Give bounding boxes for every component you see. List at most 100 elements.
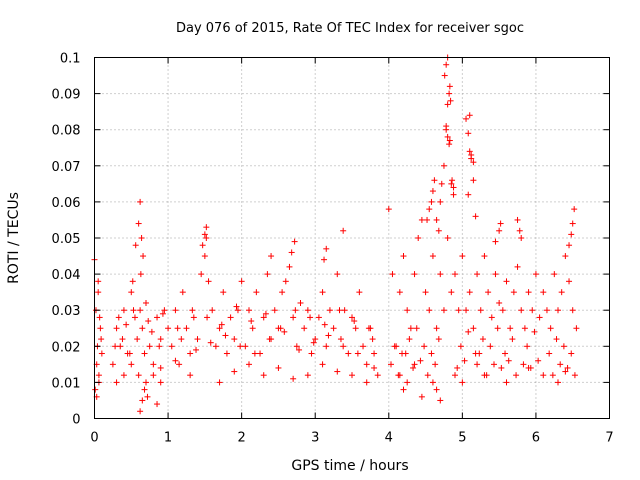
data-point <box>275 364 282 371</box>
data-point <box>266 336 273 343</box>
data-point <box>292 307 299 314</box>
data-point <box>485 289 492 296</box>
data-point <box>137 307 144 314</box>
data-point <box>536 314 543 321</box>
data-point <box>253 289 260 296</box>
data-point <box>553 336 560 343</box>
data-point <box>290 314 297 321</box>
data-point <box>492 238 499 245</box>
data-point <box>449 177 456 184</box>
data-point <box>345 350 352 357</box>
data-point <box>562 368 569 375</box>
data-point <box>168 343 175 350</box>
data-point <box>126 350 133 357</box>
data-point <box>543 307 550 314</box>
data-point <box>443 123 450 130</box>
data-point <box>435 227 442 234</box>
data-point <box>150 372 157 379</box>
data-point <box>551 271 558 278</box>
data-point <box>349 314 355 321</box>
data-point <box>231 336 238 343</box>
data-point <box>535 357 542 364</box>
data-point <box>532 271 539 278</box>
data-point <box>437 198 444 205</box>
data-point <box>400 253 407 260</box>
data-point <box>304 372 311 379</box>
data-point <box>363 361 370 368</box>
data-point <box>432 361 439 368</box>
data-point <box>135 372 142 379</box>
data-point <box>555 379 561 386</box>
data-point <box>326 307 333 314</box>
data-point <box>323 245 330 252</box>
data-point <box>448 180 455 187</box>
y-tick-label: 0 <box>72 413 80 428</box>
data-point <box>518 307 525 314</box>
data-point <box>144 393 151 400</box>
data-point <box>365 325 372 332</box>
data-point <box>411 361 418 368</box>
data-point <box>117 343 124 350</box>
data-point <box>297 299 304 306</box>
y-tick-label: 0.06 <box>52 196 81 211</box>
data-point <box>216 379 223 386</box>
data-point <box>546 350 553 357</box>
data-point <box>529 307 536 314</box>
data-point <box>120 372 127 379</box>
y-tick-label: 0.05 <box>52 232 81 247</box>
data-point <box>431 177 438 184</box>
data-point <box>463 307 470 314</box>
data-point <box>234 307 241 314</box>
data-point <box>562 253 569 260</box>
data-point <box>237 343 244 350</box>
data-point <box>404 379 411 386</box>
data-point <box>502 350 509 357</box>
data-point <box>334 271 341 278</box>
data-point <box>154 401 161 408</box>
data-point <box>352 325 359 332</box>
data-point <box>330 325 337 332</box>
data-point <box>564 364 571 371</box>
data-point <box>410 364 417 371</box>
y-tick-label: 0.02 <box>52 340 81 355</box>
y-tick-label: 0.09 <box>52 88 81 103</box>
y-tick-label: 0.01 <box>52 376 81 391</box>
data-point <box>513 372 520 379</box>
data-point <box>514 263 521 270</box>
data-point <box>288 249 295 256</box>
data-point <box>387 361 394 368</box>
data-point <box>407 325 414 332</box>
x-tick-label: 6 <box>532 431 540 446</box>
data-point <box>418 216 425 223</box>
x-tick-label: 1 <box>164 431 172 446</box>
data-point <box>540 289 547 296</box>
data-point <box>566 278 573 285</box>
data-point <box>222 332 229 339</box>
data-point <box>319 361 326 368</box>
data-point <box>282 278 289 285</box>
data-point <box>249 325 256 332</box>
data-point <box>487 343 494 350</box>
data-point <box>569 220 576 227</box>
data-point <box>560 343 567 350</box>
data-point <box>304 307 311 314</box>
data-point <box>356 289 363 296</box>
data-point <box>444 101 451 108</box>
data-point <box>446 137 453 144</box>
data-point <box>540 372 547 379</box>
data-point <box>571 206 578 213</box>
data-point <box>459 379 466 386</box>
data-point <box>246 361 252 368</box>
data-point <box>337 336 344 343</box>
data-point <box>389 271 396 278</box>
data-point <box>321 321 328 328</box>
data-point <box>227 314 234 321</box>
data-point <box>555 307 561 314</box>
data-point <box>459 253 466 260</box>
data-point <box>429 188 436 195</box>
data-point <box>341 307 348 314</box>
data-point <box>438 180 445 187</box>
data-point <box>172 357 179 364</box>
data-point <box>307 314 314 321</box>
y-tick-label: 0.03 <box>52 304 81 319</box>
